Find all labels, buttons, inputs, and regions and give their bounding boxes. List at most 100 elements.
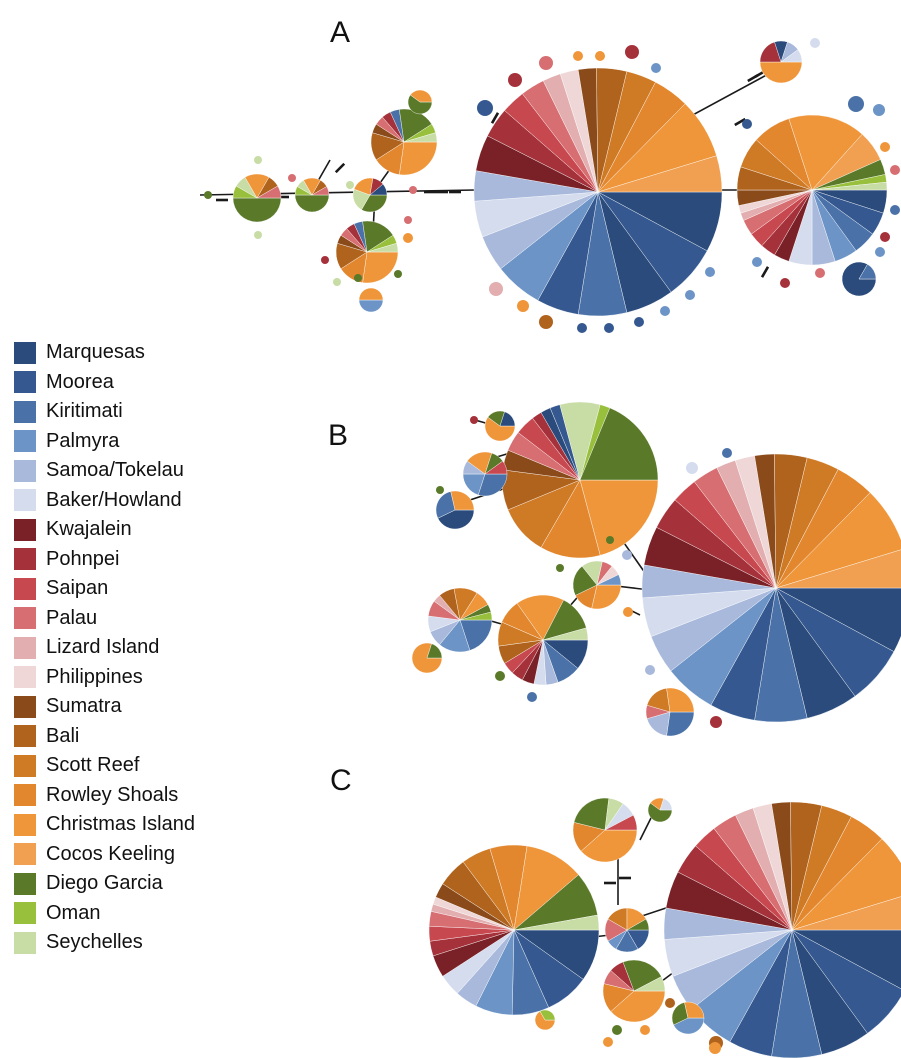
pie-slice [788, 114, 863, 191]
haplotype-node [595, 51, 605, 61]
pie-slice [647, 802, 673, 823]
pie-slice [633, 976, 666, 992]
legend-item: Pohnpei [14, 545, 274, 575]
haplotype-node [634, 317, 644, 327]
haplotype-node [742, 119, 752, 129]
haplotype-node [470, 416, 478, 424]
haplotype-node [254, 156, 262, 164]
haplotype-node [623, 607, 633, 617]
pie-slice [811, 181, 888, 191]
pie-slice [604, 323, 614, 333]
pie-slice [604, 814, 638, 831]
pie-slice [484, 460, 508, 475]
legend-swatch [14, 518, 36, 541]
legend-swatch [14, 725, 36, 748]
panel-label-b: B [328, 419, 348, 452]
legend-label: Rowley Shoals [46, 783, 179, 806]
legend-item: Lizard Island [14, 633, 274, 663]
pie-slice [622, 550, 632, 560]
pie-slice [579, 407, 659, 481]
pie-slice [404, 216, 412, 224]
legend-swatch [14, 813, 36, 836]
legend-label: Pohnpei [46, 547, 120, 570]
haplotype-node [848, 96, 864, 112]
pie-slice [573, 797, 610, 831]
legend-label: Marquesas [46, 341, 145, 364]
pie-slice [437, 509, 475, 530]
haplotype-node [663, 801, 901, 1058]
haplotype-node [890, 205, 900, 215]
pie-slice [539, 315, 553, 329]
pie-slice [666, 687, 695, 713]
pie-slice [361, 194, 388, 213]
pie-slice [407, 94, 433, 115]
haplotype-node [640, 1025, 650, 1035]
pie-slice [516, 594, 564, 641]
pie-slice [780, 49, 803, 63]
haplotype-node [890, 165, 900, 175]
legend-swatch [14, 400, 36, 423]
pie-slice [311, 186, 330, 196]
pie-slice [539, 56, 553, 70]
pie-slice [321, 256, 329, 264]
haplotype-node [495, 671, 505, 681]
legend-item: Philippines [14, 663, 274, 693]
legend-label: Philippines [46, 665, 143, 688]
haplotype-node [333, 278, 341, 286]
haplotype-nodes [204, 38, 901, 1058]
legend-label: Lizard Island [46, 636, 160, 659]
haplotype-node [709, 1042, 721, 1054]
legend-item: Oman [14, 899, 274, 929]
pie-slice [665, 998, 675, 1008]
legend-label: Diego Garcia [46, 872, 163, 895]
legend-swatch [14, 872, 36, 895]
pie-slice [651, 63, 661, 73]
pie-slice [403, 233, 413, 243]
pie-slice [579, 479, 659, 556]
haplotype-node [473, 67, 723, 317]
pie-slice [484, 416, 516, 442]
legend-swatch [14, 548, 36, 571]
mutation-tick [334, 162, 346, 174]
pie-slice [527, 692, 537, 702]
pie-slice [596, 574, 622, 586]
haplotype-node [603, 1037, 613, 1047]
haplotype-node [556, 564, 564, 572]
pie-slice [890, 205, 900, 215]
pie-slice [542, 627, 589, 641]
haplotype-node [436, 486, 444, 494]
legend-label: Saipan [46, 577, 109, 600]
legend-label: Sumatra [46, 695, 122, 718]
haplotype-node [686, 462, 698, 474]
pie-slice [540, 479, 601, 559]
pie-slice [409, 186, 417, 194]
legend-item: Sumatra [14, 692, 274, 722]
pie-slice [410, 89, 433, 103]
haplotype-node [335, 220, 399, 284]
pie-slice [358, 299, 384, 313]
panel-label-c: C [330, 764, 352, 797]
pie-slice [597, 155, 723, 193]
pie-slice [436, 486, 444, 494]
pie-slice [573, 51, 583, 61]
pie-slice [686, 462, 698, 474]
haplotype-node [685, 290, 695, 300]
pie-slice [625, 45, 639, 59]
haplotype-node [346, 181, 354, 189]
haplotype-node [880, 142, 890, 152]
haplotype-node [645, 665, 655, 675]
haplotype-node [517, 300, 529, 312]
legend-item: Samoa/Tokelau [14, 456, 274, 486]
haplotype-node [294, 177, 330, 213]
legend-label: Kiritimati [46, 400, 123, 423]
pie-slice [459, 611, 493, 621]
mutation-tick [734, 117, 746, 127]
legend-swatch [14, 577, 36, 600]
haplotype-node [815, 268, 825, 278]
haplotype-node [873, 104, 885, 116]
legend-swatch [14, 931, 36, 954]
pie-slice [705, 267, 715, 277]
pie-slice [622, 959, 662, 992]
legend-item: Baker/Howland [14, 486, 274, 516]
pie-slice [580, 829, 638, 863]
